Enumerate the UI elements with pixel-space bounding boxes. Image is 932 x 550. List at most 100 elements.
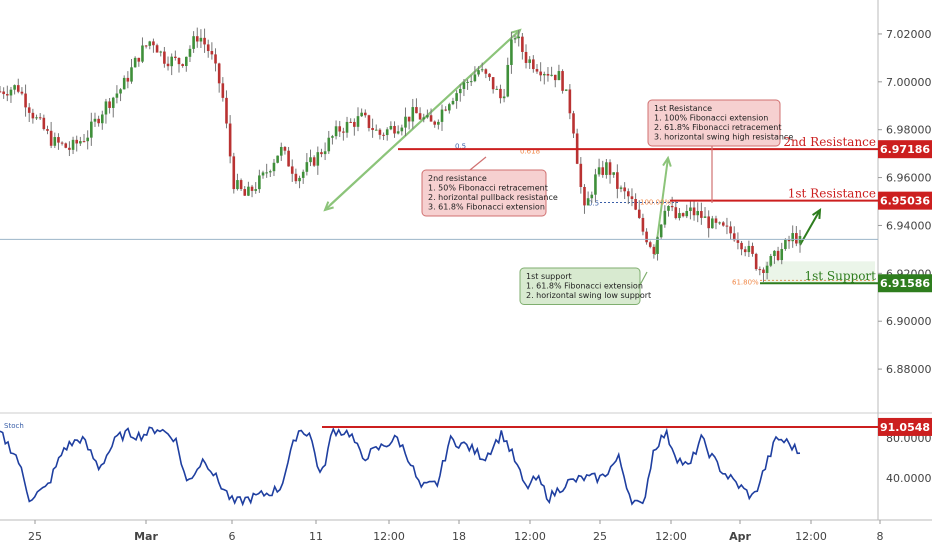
candle-body	[356, 116, 360, 127]
fib-label: 0.5	[455, 142, 466, 150]
candle-body	[309, 157, 312, 163]
candle-body	[217, 63, 221, 84]
note-first-resistance-line: 1. 100% Fibonacci extension	[654, 114, 768, 123]
candle-body	[634, 199, 637, 210]
candle-body	[53, 137, 57, 146]
candle-body	[206, 44, 210, 52]
candle-body	[261, 172, 265, 176]
candle-body	[437, 121, 440, 125]
candle-body	[104, 101, 108, 115]
candle-body	[367, 115, 371, 129]
candle-body	[334, 126, 338, 137]
candle-body	[586, 198, 590, 206]
stoch-tick-label: 40.0000	[886, 472, 932, 485]
time-tick-label: 25	[593, 530, 607, 543]
price-tick-label: 6.96000	[886, 172, 932, 185]
candle-body	[265, 172, 268, 174]
candle-body	[203, 37, 206, 45]
candle-body	[506, 64, 510, 97]
candle-body	[75, 139, 79, 144]
candle-body	[732, 233, 736, 241]
candle-body	[188, 48, 192, 57]
candle-body	[605, 162, 608, 175]
candle-body	[71, 139, 75, 150]
candle-body	[130, 67, 133, 82]
candle-body	[491, 77, 495, 90]
candle-body	[232, 156, 236, 190]
candle-body	[440, 109, 444, 122]
projection-arrow-head	[812, 208, 822, 220]
candle-body	[400, 127, 404, 132]
candle-body	[199, 37, 203, 42]
candle-body	[60, 142, 64, 144]
candle-body	[579, 163, 583, 187]
candle-body	[550, 74, 553, 76]
candle-body	[20, 91, 24, 94]
candle-body	[729, 226, 732, 234]
price-badge-text-r1: 6.95036	[880, 195, 930, 208]
candle-body	[108, 101, 111, 108]
candle-body	[49, 130, 53, 146]
fib-label: 100.00%	[640, 199, 671, 207]
candle-body	[393, 125, 396, 134]
candle-body	[298, 177, 301, 182]
candle-body	[137, 57, 141, 62]
candle-body	[349, 121, 352, 123]
candle-body	[725, 225, 729, 227]
candle-body	[279, 146, 283, 156]
candle-body	[751, 245, 754, 254]
candle-body	[740, 242, 743, 250]
candle-body	[64, 143, 68, 148]
candle-body	[539, 71, 542, 76]
candle-body	[484, 69, 488, 74]
candle-body	[371, 128, 374, 131]
candle-body	[422, 117, 426, 120]
candle-body	[272, 162, 276, 172]
note-first-resistance-line: 1st Resistance	[654, 104, 712, 113]
price-badge-text-s1: 6.91586	[880, 277, 930, 290]
candle-body	[345, 121, 349, 133]
candle-body	[594, 174, 597, 195]
candle-body	[363, 112, 367, 116]
candle-body	[623, 187, 626, 192]
support-zone	[765, 261, 875, 284]
note-first-resistance	[647, 99, 781, 147]
candle-body	[776, 250, 780, 261]
price-badge-r1	[878, 191, 932, 210]
candle-body	[159, 51, 163, 53]
candle-body	[276, 155, 279, 163]
candle-body	[287, 150, 290, 167]
candle-body	[568, 89, 572, 114]
candle-body	[521, 36, 524, 52]
time-tick-label: 11	[309, 530, 323, 543]
note-second-resistance-line: 2nd resistance	[428, 174, 487, 183]
trend-arrow-back	[324, 29, 521, 211]
candle-body	[9, 89, 13, 96]
candle-body	[100, 114, 104, 124]
candle-body	[528, 59, 531, 63]
note-first-support-line: 1. 61.8% Fibonacci extension	[526, 282, 643, 291]
candle-body	[82, 141, 86, 143]
candle-body	[451, 100, 455, 105]
candle-body	[462, 82, 466, 89]
candle-body	[787, 239, 791, 242]
candle-body	[396, 131, 400, 134]
candle-body	[630, 196, 634, 200]
candle-body	[221, 83, 225, 98]
candle-body	[495, 88, 499, 90]
fib-label: 0.5	[588, 200, 599, 208]
candle-body	[35, 117, 38, 119]
candle-body	[718, 222, 721, 224]
candle-body	[532, 59, 535, 70]
candle-body	[320, 152, 323, 155]
candle-body	[144, 45, 148, 47]
candle-body	[42, 117, 46, 130]
candle-body	[2, 91, 5, 95]
candle-body	[247, 186, 250, 196]
candle-body	[678, 213, 681, 219]
candle-body	[385, 129, 389, 136]
candle-body	[225, 97, 228, 124]
candle-body	[652, 246, 656, 254]
candle-body	[692, 207, 696, 216]
